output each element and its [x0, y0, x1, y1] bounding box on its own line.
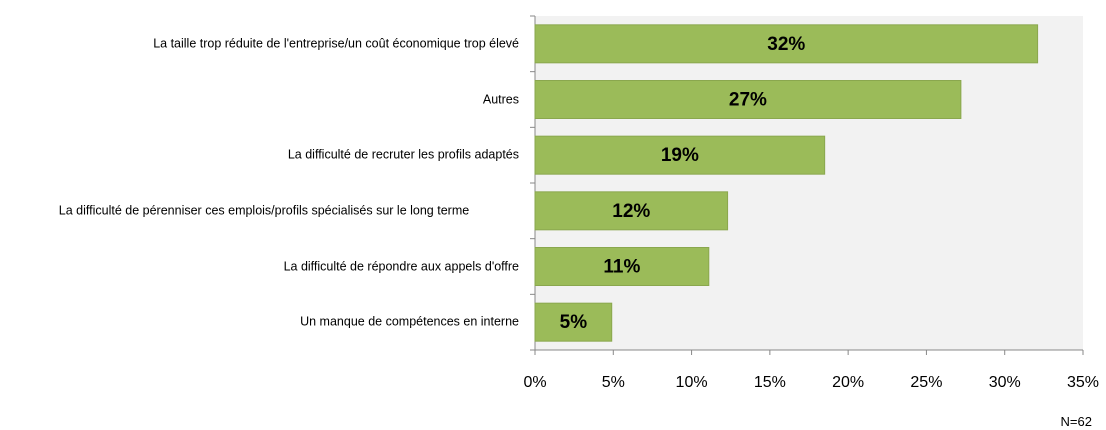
category-label: La difficulté de pérenniser ces emplois/…	[58, 203, 470, 218]
category-label: Un manque de compétences en interne	[300, 314, 519, 329]
x-tick-label: 25%	[910, 374, 942, 391]
x-tick-label: 30%	[989, 374, 1021, 391]
x-tick-label: 10%	[676, 374, 708, 391]
bar	[534, 80, 962, 119]
x-tick-label: 15%	[754, 374, 786, 391]
value-label: 5%	[560, 312, 588, 333]
value-label: 12%	[612, 201, 650, 222]
bar	[534, 191, 729, 231]
category-label: La difficulté de recruter les profils ad…	[287, 147, 519, 162]
category-label: Autres	[482, 92, 519, 106]
category-label: La taille trop réduite de l'entreprise/u…	[153, 36, 519, 51]
plot-area	[535, 16, 1083, 350]
bar	[534, 135, 826, 175]
x-tick-label: 0%	[523, 374, 546, 391]
value-label: 27%	[729, 90, 767, 111]
x-tick-label: 35%	[1067, 374, 1099, 391]
value-label: 11%	[603, 257, 640, 278]
x-tick-label: 5%	[602, 374, 625, 391]
sample-size: N=62	[1060, 414, 1092, 429]
bar	[534, 302, 613, 342]
value-label: 19%	[661, 145, 699, 166]
bar	[534, 24, 1039, 64]
x-tick-label: 20%	[832, 374, 864, 391]
bar	[534, 247, 710, 286]
value-label: 32%	[767, 34, 805, 55]
category-label: La difficulté de répondre aux appels d'o…	[283, 259, 519, 273]
